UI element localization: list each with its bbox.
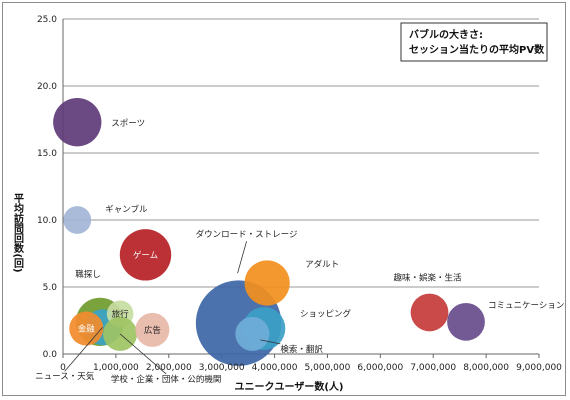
y-tick-label: 20.0 [37, 82, 57, 92]
y-tick-label: 10.0 [37, 216, 57, 226]
legend-note-line2: セッション当たりの平均PV数 [409, 43, 545, 56]
x-axis-title: ユニークユーザー数(人) [235, 380, 344, 393]
bubble-13-label: 趣味・娯楽・生活 [394, 272, 463, 283]
bubble-0-label: スポーツ [111, 119, 145, 129]
y-tick-label: 5.0 [43, 283, 58, 293]
bubble-10-label: アダルト [305, 259, 339, 270]
bubble-4-label: ニュース・天気 [35, 371, 95, 382]
bubble-10 [244, 260, 290, 306]
bubble-14 [447, 302, 485, 341]
legend-note-box [400, 22, 548, 62]
x-tick-label: 3,000,000 [199, 363, 245, 373]
bubble-7-label: 金融 [78, 324, 96, 335]
bubble-14-label: コミュニケーション [488, 301, 564, 311]
x-tick-label: 2,000,000 [146, 363, 192, 373]
axes [62, 19, 540, 358]
gridlines [63, 18, 539, 288]
bubble-3-label: 職探し [75, 269, 101, 280]
x-tick-label: 9,000,000 [516, 363, 562, 373]
y-tick-label: 0.0 [43, 350, 58, 360]
bubble-8 [135, 312, 170, 347]
x-tick-label: 6,000,000 [357, 363, 403, 373]
bubble-12-connector [260, 339, 281, 345]
bubble-1 [63, 206, 92, 234]
bubble-13 [410, 293, 449, 332]
bubble-9-label: ダウンロード・ストレージ [196, 229, 298, 240]
x-tick-label: 1,000,000 [93, 363, 139, 373]
legend-note: バブルの大きさ: セッション当たりの平均PV数 [400, 22, 548, 62]
x-tick-label: 4,000,000 [252, 363, 298, 373]
x-tick-label: 8,000,000 [463, 363, 509, 373]
bubble-12-label: 検索・翻訳 [280, 344, 323, 355]
x-tick-label: 5,000,000 [305, 363, 351, 373]
bubble-5-label: 旅行 [112, 309, 130, 320]
x-tick-label: 7,000,000 [410, 363, 456, 373]
legend-note-line1: バブルの大きさ: [409, 28, 483, 41]
bubble-1-label: ギャンブル [105, 204, 148, 215]
bubble-8-label: 広告 [144, 325, 161, 336]
bubble-6-label: 学校・企業・団体・公的機関 [111, 374, 222, 385]
y-axis-title: 平均訪問回数(回) [12, 193, 24, 272]
bubble-12 [235, 316, 270, 351]
bubble-2-label: ゲーム [133, 250, 158, 261]
chart-frame: スポーツギャンブルゲーム職探しニュース・天気 旅行学校・企業・団体・公的機関 金融 広… [2, 2, 566, 396]
label-connectors [64, 241, 281, 375]
tick-labels: 0.0 5.0 10.0 15.0 20.0 25.0 0 1,000,000 2,000,00… [37, 15, 562, 373]
bubble-9-connector [237, 241, 247, 274]
bubble-0 [53, 98, 102, 147]
bubble-6-connector [119, 333, 167, 375]
y-tick-label: 25.0 [37, 15, 57, 25]
bubble-11-label: ショッピング [300, 309, 352, 320]
y-tick-label: 15.0 [37, 149, 57, 159]
bubble-2 [119, 229, 172, 281]
bubble-4-connector [64, 326, 103, 372]
x-tick-label: 0 [60, 363, 66, 373]
bubble-7 [69, 311, 104, 346]
bubbles [53, 98, 485, 366]
